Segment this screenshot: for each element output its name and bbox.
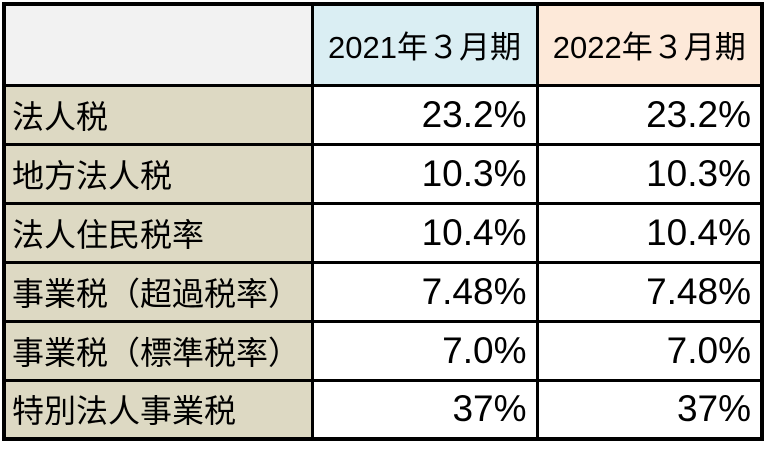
value-cell-2022: 10.4% (535, 201, 764, 264)
header-row: 2021年３月期 2022年３月期 (2, 2, 764, 87)
value-cell-2022: 10.3% (535, 142, 764, 205)
table-row-local-corporate-tax: 地方法人税 10.3% 10.3% (2, 142, 764, 205)
row-label: 特別法人事業税 (2, 378, 314, 441)
table-row-corporate-tax: 法人税 23.2% 23.2% (2, 83, 764, 146)
value-cell-2021: 7.0% (310, 319, 539, 382)
value-cell-2022: 23.2% (535, 83, 764, 146)
value-cell-2021: 10.3% (310, 142, 539, 205)
value-cell-2022: 7.48% (535, 260, 764, 323)
table-row-enterprise-tax-standard: 事業税（標準税率） 7.0% 7.0% (2, 319, 764, 382)
table-row-special-enterprise-tax: 特別法人事業税 37% 37% (2, 378, 764, 441)
row-label: 法人住民税率 (2, 201, 314, 264)
value-cell-2021: 10.4% (310, 201, 539, 264)
value-cell-2021: 37% (310, 378, 539, 441)
row-label: 事業税（標準税率） (2, 319, 314, 382)
table-row-inhabitant-tax: 法人住民税率 10.4% 10.4% (2, 201, 764, 264)
value-cell-2022: 37% (535, 378, 764, 441)
column-header-2022: 2022年３月期 (535, 2, 764, 87)
tax-rate-table: 2021年３月期 2022年３月期 法人税 23.2% 23.2% 地方法人税 … (2, 2, 764, 441)
row-label: 事業税（超過税率） (2, 260, 314, 323)
value-cell-2021: 23.2% (310, 83, 539, 146)
row-label: 地方法人税 (2, 142, 314, 205)
value-cell-2022: 7.0% (535, 319, 764, 382)
value-cell-2021: 7.48% (310, 260, 539, 323)
corner-cell (2, 2, 314, 87)
column-header-2021: 2021年３月期 (310, 2, 539, 87)
table-row-enterprise-tax-excess: 事業税（超過税率） 7.48% 7.48% (2, 260, 764, 323)
row-label: 法人税 (2, 83, 314, 146)
